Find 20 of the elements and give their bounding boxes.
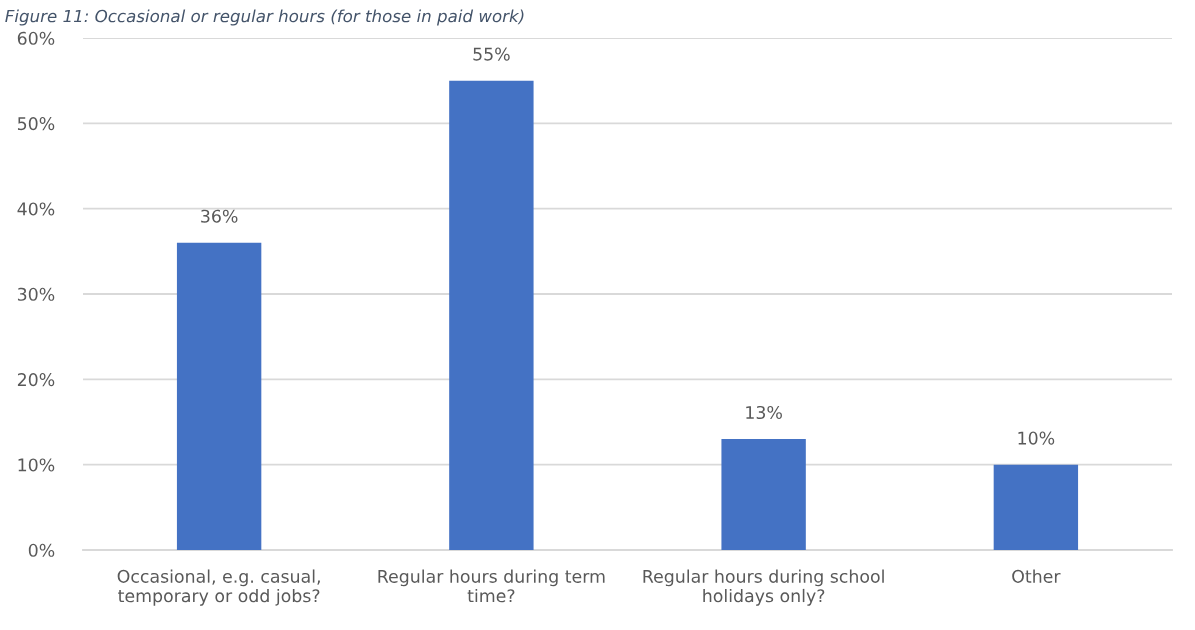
data-label: 10% [1018, 431, 1055, 445]
data-label: 36% [201, 209, 238, 223]
x-tick-label: Regular hours during term time? [378, 569, 605, 603]
y-tick-label: 30% [17, 287, 55, 301]
y-tick-label: 60% [17, 31, 55, 45]
bar [993, 464, 1079, 550]
y-tick-label: 0% [28, 543, 55, 557]
bar [176, 242, 262, 550]
y-tick-label: 50% [17, 117, 55, 131]
y-tick-label: 20% [17, 373, 55, 387]
y-tick-label: 10% [18, 458, 55, 472]
x-tick-label: Other [1012, 569, 1061, 583]
y-tick-label: 40% [17, 202, 55, 216]
data-label: 55% [473, 47, 510, 61]
chart-title: Figure 11: Occasional or regular hours (for those in paid work) [5, 9, 524, 26]
bar [449, 80, 534, 550]
data-label: 13% [746, 405, 782, 420]
x-tick-label: Regular hours during school holidays only? [643, 569, 884, 606]
x-tick-label: Occasional, e.g. casual, temporary or odd jobs? [117, 569, 320, 606]
bar [721, 439, 806, 550]
